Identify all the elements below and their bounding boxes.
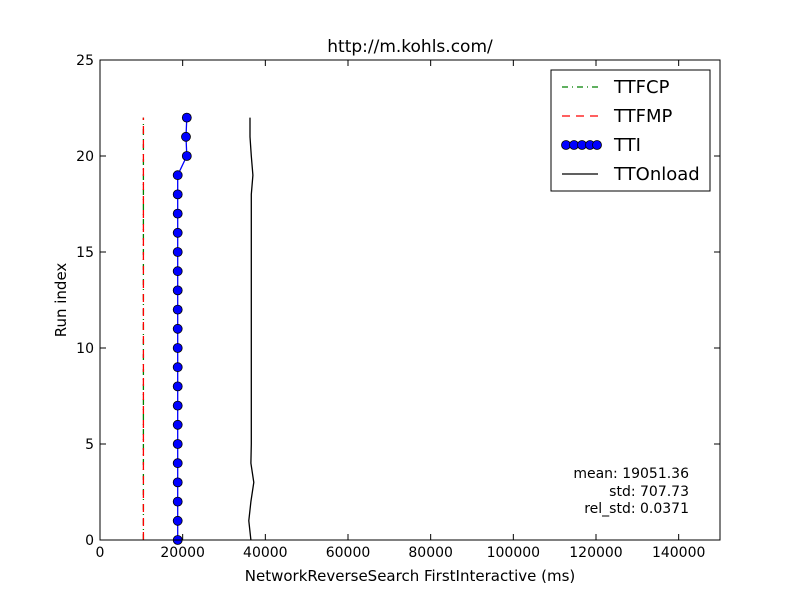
x-tick-label: 20000: [160, 545, 205, 561]
data-point-tti: [172, 362, 183, 373]
y-tick-label: 5: [85, 437, 94, 453]
data-point-tti: [172, 247, 183, 257]
data-point-tti: [172, 515, 183, 526]
legend: TTFCP TTFMP TTI TTOnload: [550, 69, 711, 192]
plot-area: 0 20000 40000 60000 80000 100000 120000 140000 0…: [76, 53, 721, 561]
data-point-tti: [172, 266, 183, 277]
data-point-tti: [172, 323, 183, 334]
x-tick-label: 40000: [243, 545, 288, 561]
legend-label-ttonload: TTOnload: [613, 164, 700, 185]
stats-annotation: mean: 19051.36 std: 707.73 rel_std: 0.03…: [573, 466, 689, 517]
stat-rel-std: rel_std: 0.0371: [584, 501, 689, 517]
data-point-tti: [172, 208, 183, 219]
x-tick-label: 0: [96, 545, 105, 561]
series-tti: [172, 112, 192, 545]
legend-label-ttfmp: TTFMP: [613, 106, 673, 127]
y-tick-label: 20: [76, 149, 94, 165]
data-point-tti: [172, 477, 183, 488]
series-line-ttonload: [248, 117, 255, 541]
legend-box: [550, 69, 711, 192]
stat-std: std: 707.73: [609, 484, 689, 500]
y-tick-label: 0: [85, 533, 94, 549]
data-point-tti: [181, 151, 192, 161]
y-tick-label: 25: [76, 53, 94, 69]
legend-items: TTFCP TTFMP TTI TTOnload: [561, 77, 700, 185]
data-point-tti: [172, 285, 183, 296]
legend-marker-tti: [592, 140, 602, 150]
x-tick-label: 60000: [326, 545, 371, 561]
legend-item-ttonload: TTOnload: [562, 164, 700, 185]
legend-item-ttfmp: TTFMP: [562, 106, 673, 127]
y-tick-label: 10: [76, 341, 94, 357]
data-point-tti: [172, 304, 183, 315]
y-axis-title: Run index: [52, 263, 70, 338]
legend-item-tti: TTI: [561, 135, 641, 156]
data-point-tti: [172, 343, 183, 353]
series-layer: [142, 112, 255, 545]
data-point-tti: [172, 439, 183, 449]
chart-title: http://m.kohls.com/: [327, 37, 493, 57]
legend-item-ttfcp: TTFCP: [562, 77, 670, 98]
x-axis-title: NetworkReverseSearch FirstInteractive (m…: [245, 567, 576, 585]
data-point-tti: [172, 189, 183, 200]
data-point-tti: [181, 131, 191, 142]
data-point-tti: [172, 170, 183, 181]
data-point-tti: [172, 458, 183, 469]
series-ttonload: [248, 117, 255, 541]
x-tick-label: 80000: [408, 545, 453, 561]
x-tick-label: 140000: [652, 545, 705, 561]
x-tick-label: 100000: [487, 545, 540, 561]
data-point-tti: [172, 381, 183, 392]
data-point-tti: [172, 227, 183, 238]
stat-mean: mean: 19051.36: [573, 466, 689, 482]
legend-label-ttfcp: TTFCP: [613, 77, 670, 98]
x-tick-label: 120000: [569, 545, 622, 561]
y-tick-label: 15: [76, 245, 94, 261]
plot-frame: [99, 59, 721, 541]
data-point-tti: [172, 400, 183, 411]
data-point-tti: [172, 419, 183, 430]
legend-label-tti: TTI: [613, 135, 641, 156]
ticks-layer: 0 20000 40000 60000 80000 100000 120000 140000 0…: [76, 53, 720, 561]
data-point-tti: [172, 496, 183, 507]
data-point-tti: [181, 112, 192, 123]
